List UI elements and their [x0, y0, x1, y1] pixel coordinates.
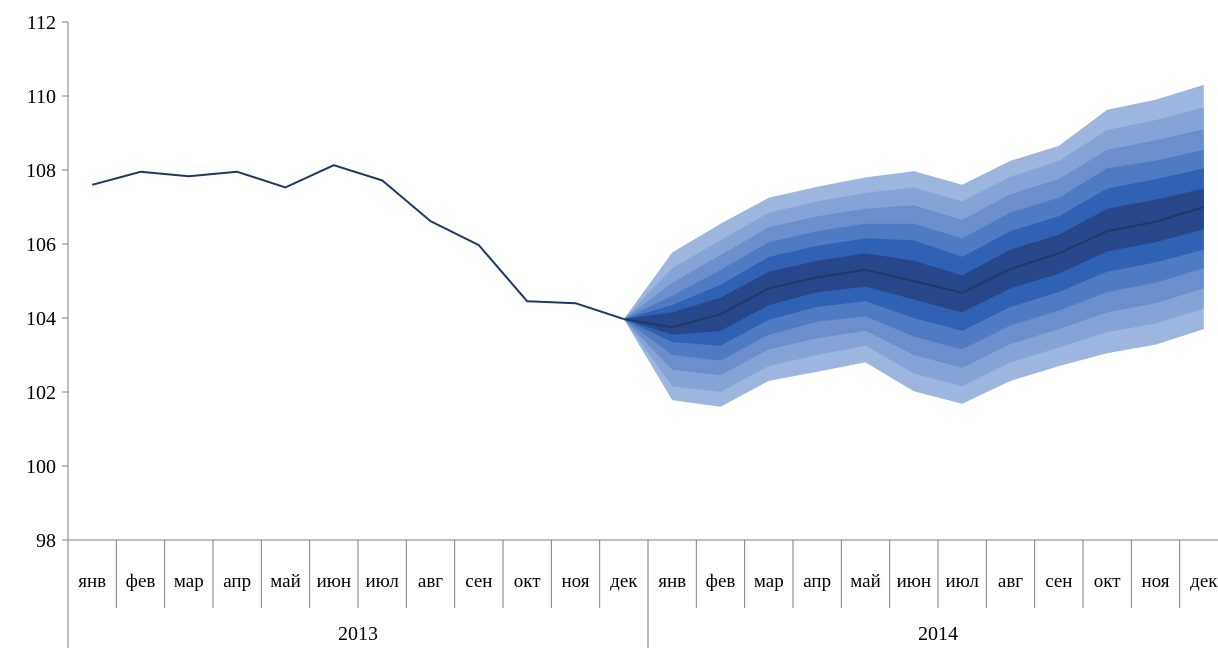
x-tick-label: мар	[174, 571, 204, 592]
y-tick-label: 110	[27, 86, 56, 108]
year-label: 2014	[918, 623, 958, 645]
x-tick-label: апр	[223, 571, 251, 592]
x-tick-label: июн	[897, 571, 932, 592]
x-tick-label: фев	[126, 571, 156, 592]
x-tick-label: июн	[317, 571, 352, 592]
year-label: 2013	[338, 623, 378, 645]
y-tick-label: 98	[36, 530, 56, 552]
y-ticks: 98 100 102 104 106 108 110 112	[26, 12, 68, 552]
x-tick-label: дек	[610, 571, 638, 592]
axes	[67, 22, 1218, 648]
actual-series-line	[91, 164, 625, 321]
y-tick-label: 106	[26, 234, 56, 256]
y-tick-label: 108	[26, 160, 56, 182]
x-tick-label: окт	[514, 571, 541, 592]
x-tick-label: май	[850, 571, 881, 592]
x-tick-label: апр	[803, 571, 831, 592]
x-tick-label: сен	[1045, 571, 1072, 592]
x-tick-label: май	[270, 571, 301, 592]
x-tick-label: окт	[1094, 571, 1121, 592]
x-tick-label: ноя	[561, 571, 589, 592]
x-categories: янв фев мар апр май июн июл авг сен окт ноя дек янв ф…	[78, 540, 1218, 648]
x-tick-label: авг	[998, 571, 1023, 592]
x-tick-label: янв	[78, 571, 106, 592]
x-tick-label: июл	[945, 571, 979, 592]
y-tick-label: 102	[26, 382, 56, 404]
fan-bands	[623, 84, 1204, 407]
x-tick-label: сен	[465, 571, 492, 592]
x-tick-label: дек	[1190, 571, 1218, 592]
x-tick-label: авг	[418, 571, 443, 592]
y-tick-label: 100	[26, 456, 56, 478]
x-tick-label: мар	[754, 571, 784, 592]
x-tick-label: янв	[658, 571, 686, 592]
y-tick-label: 112	[27, 12, 56, 34]
x-tick-label: фев	[706, 571, 736, 592]
fan-band-6	[623, 188, 1204, 335]
y-tick-label: 104	[26, 308, 56, 330]
x-tick-label: ноя	[1141, 571, 1169, 592]
forecast-center-line	[623, 206, 1205, 329]
series-lines	[91, 164, 1205, 329]
x-tick-label: июл	[365, 571, 399, 592]
